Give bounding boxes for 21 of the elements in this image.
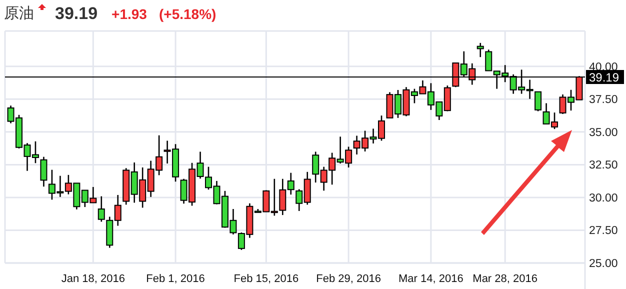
candlestick — [476, 42, 484, 58]
y-tick-label: 32.50 — [589, 160, 618, 172]
y-tick-label: 35.00 — [589, 126, 618, 139]
candlestick — [40, 156, 48, 188]
text: (+5.18%) — [158, 6, 216, 22]
x-tick-label: Feb 29, 2016 — [316, 273, 381, 285]
ref-line-label: 39.19 — [589, 70, 620, 85]
x-tick-label: Feb 15, 2016 — [234, 273, 299, 285]
candlestick — [534, 91, 542, 112]
x-tick-label: Feb 1, 2016 — [146, 273, 205, 285]
x-tick-label: Jan 18, 2016 — [61, 273, 125, 285]
x-tick-label: Mar 14, 2016 — [398, 273, 464, 285]
y-tick-label: 27.50 — [589, 225, 618, 238]
x-tick-label: Mar 28, 2016 — [472, 273, 538, 285]
candlestick — [98, 196, 105, 222]
y-tick-label: 37.50 — [589, 94, 618, 106]
chart-title: 原油 — [4, 4, 34, 22]
y-tick-label: 30.00 — [589, 192, 618, 204]
text: +1.93 — [112, 6, 148, 22]
text: 39.19 — [55, 4, 98, 23]
y-tick-label: 25.00 — [589, 258, 618, 270]
